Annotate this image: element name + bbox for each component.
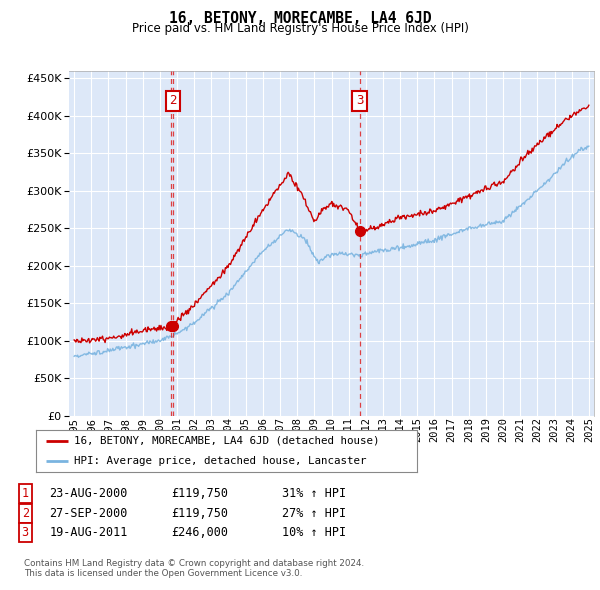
Text: HPI: Average price, detached house, Lancaster: HPI: Average price, detached house, Lanc… <box>74 455 367 466</box>
Text: 3: 3 <box>22 526 29 539</box>
Text: £119,750: £119,750 <box>171 487 228 500</box>
Text: 27% ↑ HPI: 27% ↑ HPI <box>282 507 346 520</box>
Text: Price paid vs. HM Land Registry's House Price Index (HPI): Price paid vs. HM Land Registry's House … <box>131 22 469 35</box>
Text: Contains HM Land Registry data © Crown copyright and database right 2024.: Contains HM Land Registry data © Crown c… <box>24 559 364 568</box>
Text: 10% ↑ HPI: 10% ↑ HPI <box>282 526 346 539</box>
Text: This data is licensed under the Open Government Licence v3.0.: This data is licensed under the Open Gov… <box>24 569 302 578</box>
Text: 19-AUG-2011: 19-AUG-2011 <box>49 526 128 539</box>
Text: £246,000: £246,000 <box>171 526 228 539</box>
Text: 1: 1 <box>22 487 29 500</box>
Text: 2: 2 <box>22 507 29 520</box>
Text: 16, BETONY, MORECAMBE, LA4 6JD (detached house): 16, BETONY, MORECAMBE, LA4 6JD (detached… <box>74 436 380 446</box>
Text: 3: 3 <box>356 94 364 107</box>
Text: 2: 2 <box>169 94 176 107</box>
Text: 27-SEP-2000: 27-SEP-2000 <box>49 507 128 520</box>
Text: 23-AUG-2000: 23-AUG-2000 <box>49 487 128 500</box>
Text: 31% ↑ HPI: 31% ↑ HPI <box>282 487 346 500</box>
Text: 16, BETONY, MORECAMBE, LA4 6JD: 16, BETONY, MORECAMBE, LA4 6JD <box>169 11 431 25</box>
Text: £119,750: £119,750 <box>171 507 228 520</box>
